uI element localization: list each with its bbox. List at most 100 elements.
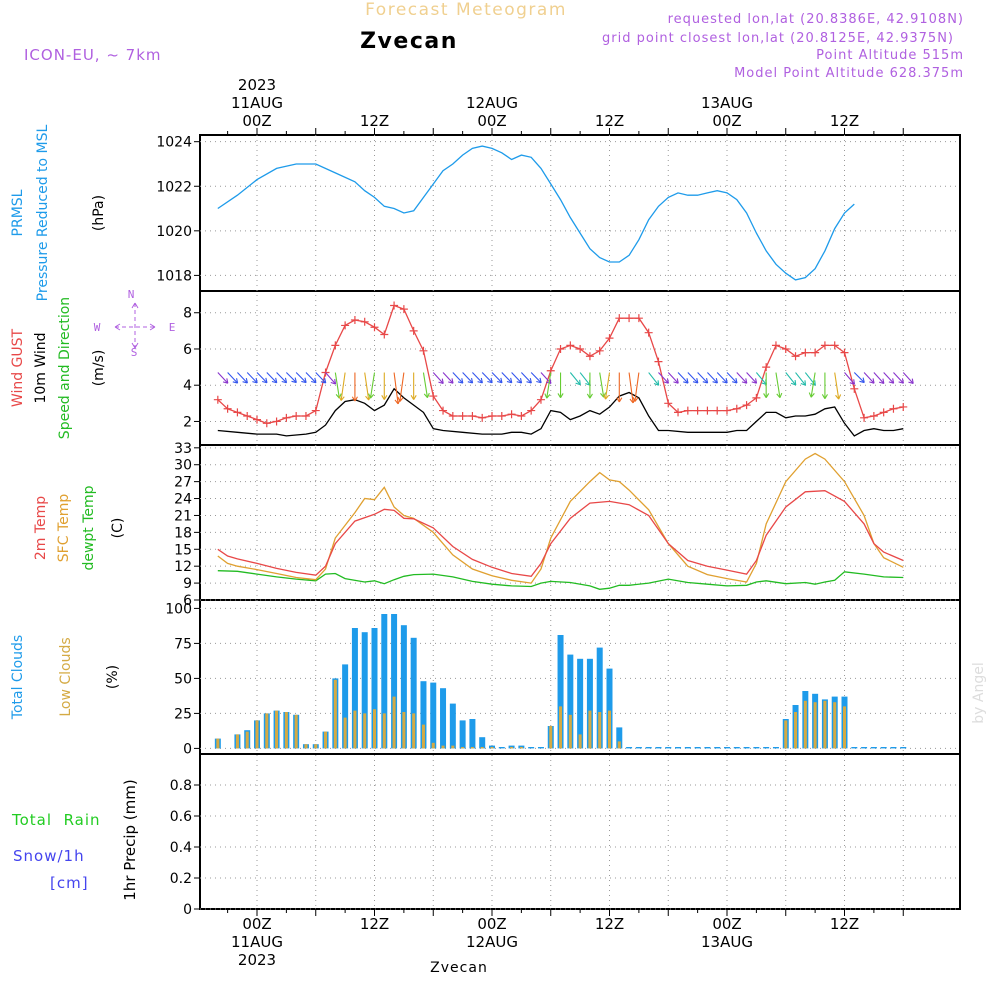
wind-direction-arrow xyxy=(393,372,399,404)
total-clouds-label: Total Clouds xyxy=(10,635,26,720)
low-cloud-bar xyxy=(519,747,523,749)
wind-direction-arrow xyxy=(893,372,904,384)
wind-arrowhead xyxy=(368,393,375,399)
gridpoint-coords: grid point closest lon,lat (20.8125E, 42… xyxy=(602,31,954,46)
low-cloud-bar xyxy=(794,712,798,749)
low-cloud-bar xyxy=(441,745,445,749)
temp-tick-label: 24 xyxy=(174,492,192,508)
wind-arrowhead xyxy=(497,377,503,384)
gust-marker xyxy=(360,317,369,326)
total-cloud-bar xyxy=(440,688,447,749)
gust-marker xyxy=(380,330,389,339)
wind-arrowhead xyxy=(448,378,454,384)
wind-direction-arrow xyxy=(834,372,840,400)
gust-marker xyxy=(879,408,888,417)
total-cloud-bar xyxy=(753,747,760,749)
gust-marker xyxy=(625,314,634,323)
time-label-bottom: 13AUG xyxy=(701,933,753,951)
snow-unit-label: [cm] xyxy=(50,874,89,892)
wind-arrowhead xyxy=(557,393,564,398)
time-label-top: 11AUG xyxy=(231,94,283,112)
temp-dewpt-label: dewpt Temp xyxy=(81,485,97,570)
time-label-top: 00Z xyxy=(242,112,271,130)
wind-arrowhead xyxy=(908,378,914,385)
watermark: by Angel xyxy=(971,662,987,723)
wind-direction-arrow xyxy=(599,372,605,398)
low-cloud-bar xyxy=(343,717,347,749)
gust-marker xyxy=(634,314,643,323)
wind-direction-arrow xyxy=(883,372,895,384)
total-cloud-bar xyxy=(528,747,535,749)
compass-arrowheads xyxy=(114,302,156,349)
gust-marker xyxy=(840,348,849,357)
low-cloud-bar xyxy=(451,745,455,749)
wind-arrowhead xyxy=(291,377,297,384)
wind-direction-arrow xyxy=(863,372,875,384)
wind-arrowhead xyxy=(603,394,610,400)
wind-arrowhead xyxy=(252,377,258,384)
total-cloud-bar xyxy=(900,747,907,749)
low-cloud-bar xyxy=(255,720,259,749)
wind-direction-arrow xyxy=(775,372,781,398)
wind-direction-arrow xyxy=(902,372,914,384)
gust-marker xyxy=(478,413,487,422)
wind-direction-arrow xyxy=(677,372,689,384)
clouds-tick-label: 25 xyxy=(174,706,192,722)
gust-marker xyxy=(860,413,869,422)
total-cloud-bar xyxy=(714,747,721,749)
precip-tick-label: 0.2 xyxy=(170,871,192,887)
wind-direction-arrow xyxy=(707,372,718,384)
wind-direction-arrow xyxy=(315,372,327,384)
temp-axis-labels: 2m Temp SFC Temp dewpt Temp (C) xyxy=(33,485,126,570)
total-cloud-bar xyxy=(694,747,701,749)
wind-10m-label: 10m Wind xyxy=(33,332,49,403)
low-cloud-bar xyxy=(813,702,817,749)
wind-tick-label: 4 xyxy=(183,378,192,394)
wind-arrowhead xyxy=(586,393,593,399)
total-cloud-bar xyxy=(567,654,574,749)
gust-marker xyxy=(820,341,829,350)
gust-marker xyxy=(517,412,526,421)
gust-marker xyxy=(595,346,604,355)
total-cloud-bar xyxy=(371,628,378,749)
gust-marker xyxy=(341,321,350,330)
wind-direction-arrow xyxy=(432,372,444,384)
wind-arrowhead xyxy=(536,377,542,384)
wind-direction-arrow xyxy=(295,372,307,384)
wind-arrowhead xyxy=(632,396,639,402)
low-cloud-bar xyxy=(265,713,269,749)
wind-direction-arrow xyxy=(399,372,405,402)
pressure-line xyxy=(217,145,855,281)
total-cloud-bar xyxy=(479,737,486,749)
total-cloud-bar xyxy=(469,719,476,749)
wind-direction-arrow xyxy=(648,372,660,386)
time-label-bottom: 00Z xyxy=(242,915,271,933)
low-cloud-bar xyxy=(324,731,328,749)
temperature-series xyxy=(217,452,904,590)
wind-direction-arrow xyxy=(697,372,709,384)
gust-marker xyxy=(390,301,399,310)
gust-marker xyxy=(536,395,545,404)
wind-arrowhead xyxy=(878,378,885,385)
total-cloud-bar xyxy=(870,747,877,749)
total-cloud-bar xyxy=(733,747,740,749)
wind-arrowhead xyxy=(763,393,770,398)
pressure-axis-labels: PRMSL Pressure Reduced to MSL (hPa) xyxy=(10,124,107,301)
gust-marker xyxy=(693,406,702,415)
model-altitude: Model Point Altitude 628.375m xyxy=(734,66,964,81)
low-cloud-bar xyxy=(823,700,827,749)
gust-marker xyxy=(507,410,516,419)
wind-arrowhead xyxy=(457,378,464,384)
wind-arrowhead xyxy=(320,378,327,384)
gust-marker xyxy=(771,341,780,350)
wind-arrowhead xyxy=(808,392,815,398)
wind-arrowhead xyxy=(712,378,718,384)
precip-axis-labels: Total Rain Snow/1h [cm] 1hr Precip (mm) xyxy=(11,779,139,900)
gust-marker xyxy=(458,412,467,421)
gust-marker xyxy=(497,412,506,421)
wind-tick-label: 8 xyxy=(183,306,192,322)
gust-marker xyxy=(732,404,741,413)
wind-direction-arrow xyxy=(217,372,229,384)
gust-marker xyxy=(576,344,585,353)
wind-arrowhead xyxy=(859,377,865,384)
